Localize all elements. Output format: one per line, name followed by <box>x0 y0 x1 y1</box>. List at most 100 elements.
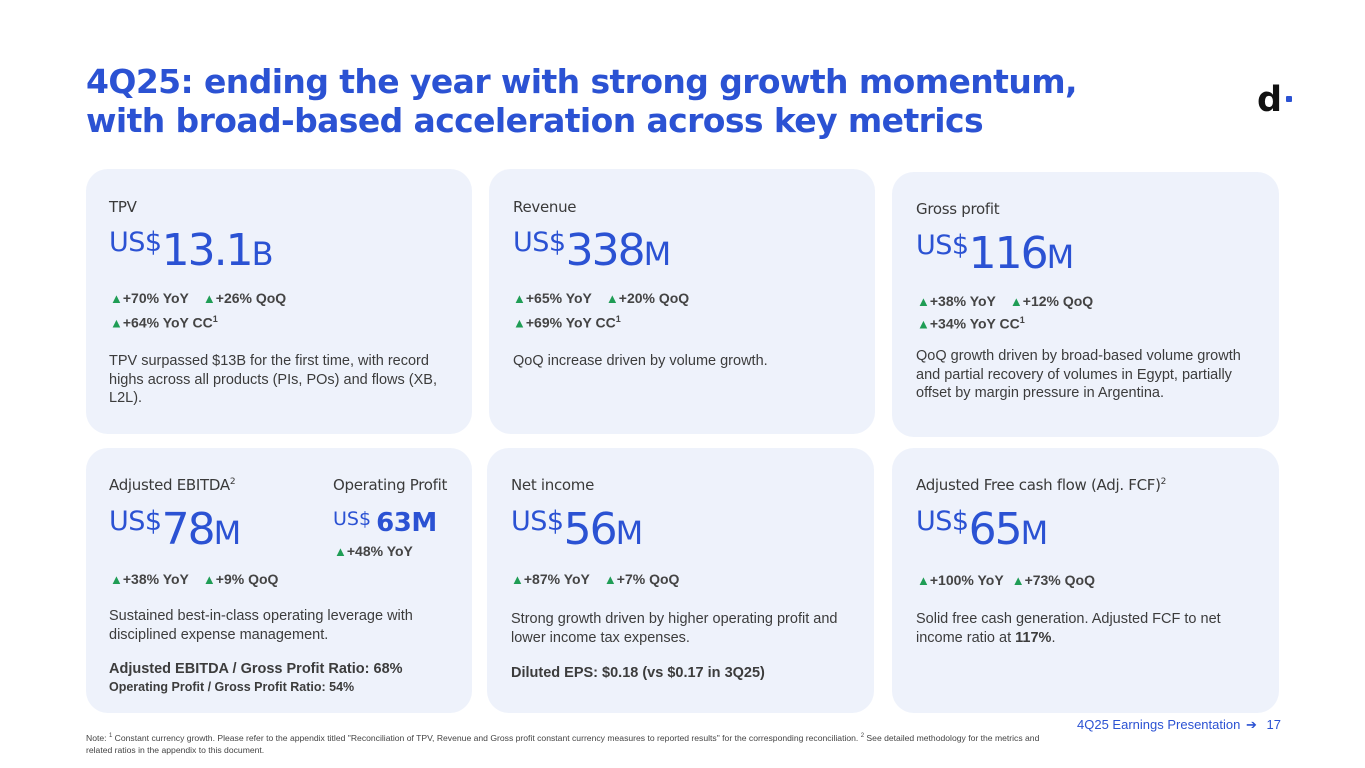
net-income-qoq: +7% QoQ <box>616 571 680 587</box>
footnote: Note: 1 Constant currency growth. Please… <box>86 730 1061 757</box>
ebitda-qoq: +9% QoQ <box>215 571 279 587</box>
ebitda-value: US$78M <box>109 504 241 555</box>
revenue-currency: US$ <box>513 227 566 258</box>
gross-profit-qoq: +12% QoQ <box>1022 293 1094 309</box>
adjusted-ebitda-card: Adjusted EBITDA2 US$78M Operating Profit… <box>86 448 472 713</box>
company-logo: d <box>1257 80 1283 120</box>
fcf-growth-row: ▲+100% YoY ▲+73% QoQ <box>917 572 1095 588</box>
footnote-ref: 1 <box>615 314 621 324</box>
triangle-up-icon: ▲ <box>110 291 123 306</box>
gross-profit-number: 116 <box>968 228 1049 279</box>
ebitda-number: 78 <box>161 504 216 555</box>
gross-profit-growth-row-2: ▲+34% YoY CC1 <box>917 315 1025 332</box>
fcf-description: Solid free cash generation. Adjusted FCF… <box>916 610 1221 647</box>
page-title: 4Q25: ending the year with strong growth… <box>86 62 1078 140</box>
tpv-unit: B <box>251 235 274 273</box>
ebitda-yoy: +38% YoY <box>122 571 189 587</box>
fcf-ratio-value: 117% <box>1015 629 1052 646</box>
tpv-label: TPV <box>109 198 137 216</box>
revenue-qoq: +20% QoQ <box>618 290 690 306</box>
tpv-value: US$13.1B <box>109 225 274 276</box>
fcf-value: US$65M <box>916 504 1048 555</box>
fcf-yoy: +100% YoY <box>929 572 1004 588</box>
logo-dot <box>1286 96 1292 102</box>
revenue-label: Revenue <box>513 198 577 216</box>
triangle-up-icon: ▲ <box>917 573 930 588</box>
triangle-up-icon: ▲ <box>605 291 619 306</box>
revenue-yoy-cc: +69% YoY CC <box>525 314 616 331</box>
tpv-currency: US$ <box>109 227 162 258</box>
operating-profit-label: Operating Profit <box>333 476 448 494</box>
tpv-card: TPV US$13.1B ▲+70% YoY ▲+26% QoQ ▲+64% Yo… <box>86 169 472 434</box>
net-income-currency: US$ <box>511 506 564 537</box>
net-income-growth-row: ▲+87% YoY ▲+7% QoQ <box>511 571 679 587</box>
triangle-up-icon: ▲ <box>110 572 123 587</box>
ebitda-label: Adjusted EBITDA2 <box>109 476 236 494</box>
footnote-ref: 1 <box>212 314 218 324</box>
revenue-card: Revenue US$338M ▲+65% YoY ▲+20% QoQ ▲+69%… <box>489 169 875 434</box>
net-income-value: US$56M <box>511 504 643 555</box>
triangle-up-icon: ▲ <box>1009 294 1023 309</box>
diluted-eps: Diluted EPS: $0.18 (vs $0.17 in 3Q25) <box>511 665 765 681</box>
fcf-unit: M <box>1020 514 1049 552</box>
tpv-number: 13.1 <box>161 225 254 276</box>
gross-profit-yoy-cc: +34% YoY CC <box>929 315 1020 332</box>
gross-profit-yoy: +38% YoY <box>929 293 996 309</box>
operating-profit-currency: US$ <box>333 508 372 530</box>
triangle-up-icon: ▲ <box>917 294 930 309</box>
triangle-up-icon: ▲ <box>513 315 526 331</box>
revenue-growth-row-1: ▲+65% YoY ▲+20% QoQ <box>513 290 689 306</box>
operating-profit-growth: ▲+48% YoY <box>334 543 413 559</box>
presentation-name: 4Q25 Earnings Presentation <box>1077 717 1241 732</box>
fcf-description-end: . <box>1051 629 1056 646</box>
ebitda-unit: M <box>213 514 242 552</box>
gross-profit-value: US$116M <box>916 228 1074 279</box>
operating-profit-number: 63M <box>376 508 437 538</box>
tpv-growth-row-2: ▲+64% YoY CC1 <box>110 314 218 331</box>
gross-profit-growth-row-1: ▲+38% YoY ▲+12% QoQ <box>917 293 1093 309</box>
net-income-label: Net income <box>511 476 595 494</box>
triangle-up-icon: ▲ <box>202 291 216 306</box>
net-income-unit: M <box>615 514 644 552</box>
footnote-number-1: 1 <box>108 733 113 739</box>
ebitda-growth-row: ▲+38% YoY ▲+9% QoQ <box>110 571 278 587</box>
footnote-number-2: 2 <box>860 733 865 739</box>
revenue-yoy: +65% YoY <box>525 290 592 306</box>
triangle-up-icon: ▲ <box>202 572 216 587</box>
ebitda-description: Sustained best-in-class operating levera… <box>109 608 413 643</box>
gross-profit-card: Gross profit US$116M ▲+38% YoY ▲+12% QoQ … <box>892 172 1279 437</box>
tpv-description: TPV surpassed $13B for the first time, w… <box>109 353 437 406</box>
page-number: 17 <box>1266 717 1281 732</box>
triangle-up-icon: ▲ <box>917 316 930 332</box>
tpv-qoq: +26% QoQ <box>215 290 287 306</box>
net-income-description: Strong growth driven by higher operating… <box>511 611 838 646</box>
gross-profit-unit: M <box>1046 238 1075 276</box>
revenue-description: QoQ increase driven by volume growth. <box>513 353 768 369</box>
triangle-up-icon: ▲ <box>603 572 617 587</box>
tpv-yoy: +70% YoY <box>122 290 189 306</box>
net-income-number: 56 <box>563 504 618 555</box>
gross-profit-currency: US$ <box>916 230 969 261</box>
fcf-label-text: Adjusted Free cash flow (Adj. FCF) <box>916 476 1161 494</box>
adjusted-fcf-card: Adjusted Free cash flow (Adj. FCF)2 US$6… <box>892 448 1279 713</box>
triangle-up-icon: ▲ <box>513 291 526 306</box>
triangle-up-icon: ▲ <box>110 315 123 331</box>
fcf-currency: US$ <box>916 506 969 537</box>
revenue-number: 338 <box>565 225 646 276</box>
revenue-unit: M <box>643 235 672 273</box>
operating-profit-value: US$ 63M <box>333 508 437 538</box>
net-income-card: Net income US$56M ▲+87% YoY ▲+7% QoQ Stro… <box>487 448 874 713</box>
footnote-ref: 2 <box>229 477 236 487</box>
operating-profit-yoy: +48% YoY <box>346 543 413 559</box>
tpv-yoy-cc: +64% YoY CC <box>122 314 213 331</box>
revenue-growth-row-2: ▲+69% YoY CC1 <box>513 314 621 331</box>
revenue-value: US$338M <box>513 225 671 276</box>
triangle-up-icon: ▲ <box>334 544 347 559</box>
fcf-qoq: +73% QoQ <box>1024 572 1095 588</box>
fcf-number: 65 <box>968 504 1023 555</box>
footnote-ref: 2 <box>1160 477 1167 487</box>
ebitda-label-text: Adjusted EBITDA <box>109 476 230 494</box>
fcf-label: Adjusted Free cash flow (Adj. FCF)2 <box>916 476 1166 494</box>
triangle-up-icon: ▲ <box>1011 573 1025 588</box>
footer: 4Q25 Earnings Presentation ➔ 17 <box>1077 717 1281 733</box>
